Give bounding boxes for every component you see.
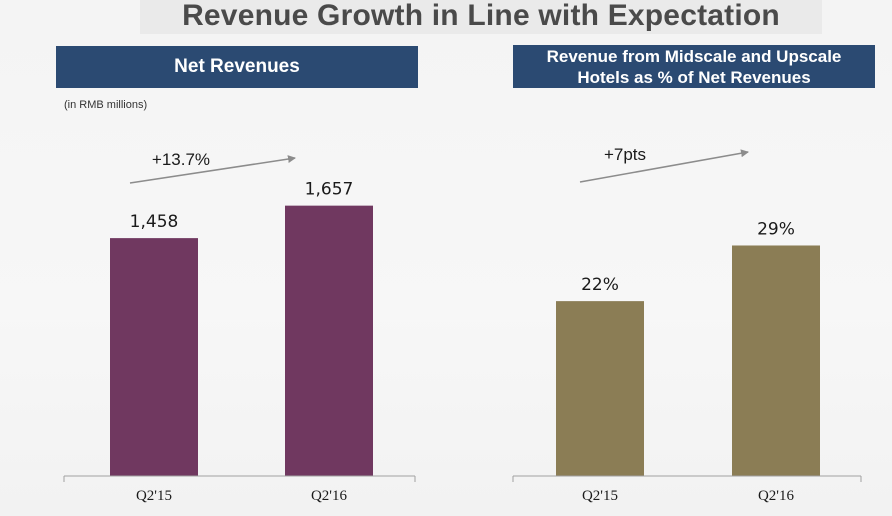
midscale-upscale-chart: 22% Q2'15 29% Q2'16 +7pts — [512, 145, 862, 504]
net-revenues-bar-q215 — [110, 238, 198, 476]
slide-title: Revenue Growth in Line with Expectation — [182, 0, 780, 32]
right-growth-arrow — [579, 149, 749, 183]
net-revenues-value-label-q215: 1,458 — [130, 212, 179, 232]
midscale-upscale-bar-q216 — [732, 245, 820, 476]
midscale-upscale-bar-q215 — [556, 301, 644, 476]
midscale-upscale-value-label-q215: 22% — [581, 275, 619, 295]
slide-title-banner: Revenue Growth in Line with Expectation — [140, 0, 822, 34]
midscale-upscale-value-label-q216: 29% — [757, 219, 795, 239]
midscale-upscale-category-label-q216: Q2'16 — [758, 488, 795, 504]
midscale-upscale-header: Revenue from Midscale and Upscale Hotels… — [513, 45, 875, 88]
net-revenues-chart: 1,458 Q2'15 1,657 Q2'16 +13.7% — [63, 150, 416, 504]
midscale-upscale-header-line2: Hotels as % of Net Revenues — [577, 67, 811, 87]
net-revenues-header-label: Net Revenues — [174, 56, 300, 77]
net-revenues-category-label-q215: Q2'15 — [136, 488, 172, 504]
left-growth-arrow — [129, 155, 296, 184]
net-revenues-header: Net Revenues — [56, 46, 418, 88]
left-growth-label: +13.7% — [152, 150, 210, 169]
unit-note: (in RMB millions) — [64, 99, 148, 111]
net-revenues-category-label-q216: Q2'16 — [311, 488, 348, 504]
midscale-upscale-category-label-q215: Q2'15 — [582, 488, 618, 504]
right-growth-label: +7pts — [604, 145, 646, 164]
net-revenues-bar-q216 — [285, 205, 373, 476]
net-revenues-value-label-q216: 1,657 — [305, 180, 354, 200]
midscale-upscale-header-line1: Revenue from Midscale and Upscale — [546, 46, 842, 66]
